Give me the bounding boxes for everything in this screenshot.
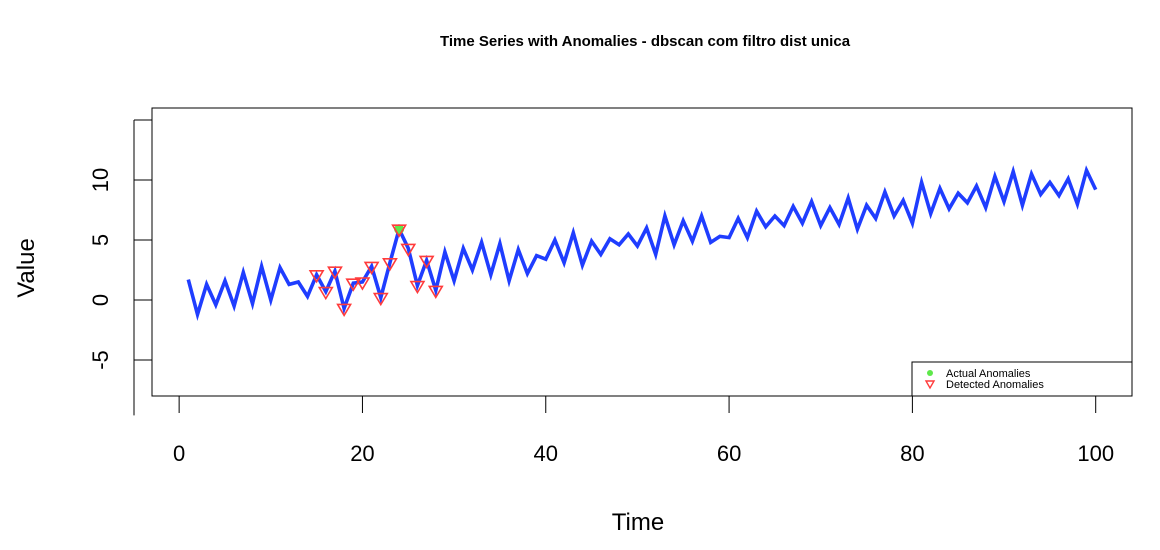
legend: Actual Anomalies Detected Anomalies — [911, 361, 1133, 397]
detected-anomaly-point — [391, 224, 408, 238]
chart-title: Time Series with Anomalies - dbscan com … — [440, 33, 851, 50]
anomaly-markers — [308, 224, 444, 317]
y-tick-label: 0 — [88, 294, 113, 306]
detected-anomaly-point — [327, 266, 343, 280]
x-tick-label: 40 — [534, 441, 558, 466]
plot-frame — [151, 107, 1133, 397]
x-tick-label: 80 — [900, 441, 924, 466]
x-axis-label: Time — [612, 509, 664, 536]
y-tick-label: -5 — [88, 350, 113, 370]
legend-actual-marker — [927, 370, 933, 376]
detected-anomaly-point — [418, 255, 435, 269]
x-axis: 0 20 40 60 80 100 — [173, 395, 1114, 466]
legend-actual-label: Actual Anomalies — [946, 368, 1031, 380]
detected-anomaly-point — [345, 278, 362, 292]
y-tick-label: 5 — [88, 234, 113, 246]
series-line-0 — [186, 165, 1098, 321]
x-tick-label: 20 — [350, 441, 374, 466]
detected-anomaly-point — [400, 243, 417, 257]
detected-anomaly-point — [317, 286, 334, 301]
x-tick-label: 60 — [717, 441, 741, 466]
detected-anomaly-point — [354, 277, 371, 291]
detected-anomaly-point — [382, 258, 398, 272]
legend-detected-label: Detected Anomalies — [946, 379, 1044, 391]
y-axis: -5 0 5 10 — [88, 119, 152, 416]
x-tick-label: 100 — [1077, 441, 1114, 466]
detected-anomaly-point — [409, 280, 426, 295]
y-tick-label: 10 — [88, 168, 113, 192]
x-tick-label: 0 — [173, 441, 185, 466]
detected-anomaly-point — [372, 292, 389, 307]
detected-anomaly-point — [427, 285, 444, 299]
legend-box — [911, 361, 1133, 397]
y-axis-label: Value — [13, 238, 40, 298]
detected-anomaly-point — [336, 303, 353, 317]
detected-anomaly-point — [308, 270, 325, 284]
detected-anomaly-point — [363, 261, 380, 275]
legend-detected-marker — [924, 380, 936, 390]
series-layer — [186, 165, 1098, 321]
